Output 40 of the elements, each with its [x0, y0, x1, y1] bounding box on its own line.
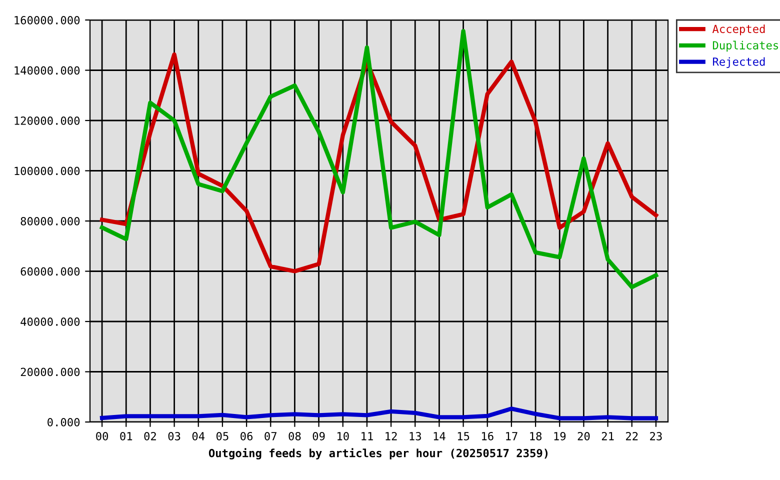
x-tick-label: 00: [96, 432, 108, 440]
x-tick-label: 12: [386, 432, 397, 440]
legend-label: Accepted: [712, 24, 765, 36]
y-tick-label: 40000.000: [20, 318, 80, 326]
x-tick-label: 16: [482, 432, 494, 440]
x-tick-label: 02: [144, 432, 156, 440]
x-tick-label: 01: [120, 432, 132, 440]
y-tick-label: 100000.000: [14, 166, 80, 176]
legend-label: Rejected: [713, 57, 765, 68]
x-tick-label: 23: [650, 432, 662, 440]
x-tick-label: 09: [312, 432, 325, 440]
x-axis-title: Outgoing feeds by articles per hour (20250517 2359): [208, 448, 548, 460]
x-tick-label: 22: [626, 432, 638, 440]
x-tick-label: 08: [288, 432, 301, 440]
x-tick-label: 04: [192, 432, 205, 440]
x-tick-label: 20: [578, 432, 590, 440]
y-tick-label: 20000.000: [20, 368, 80, 376]
x-tick-label: 05: [216, 432, 228, 440]
x-tick-label: 21: [602, 432, 614, 440]
x-tick-label: 11: [362, 432, 373, 440]
x-tick-label: 10: [338, 432, 349, 440]
legend-label: Duplicates: [712, 40, 778, 52]
y-tick-label: 160000.000: [14, 16, 80, 24]
line-series: [100, 52, 658, 274]
x-tick-label: 14: [434, 432, 446, 440]
x-tick-label: 03: [168, 432, 180, 440]
y-tick-label: 0.000: [48, 418, 80, 426]
x-tick-label: 19: [554, 432, 566, 440]
line-series: [100, 406, 658, 420]
x-tick-label: 13: [410, 432, 421, 440]
y-tick-label: 60000.000: [20, 267, 80, 276]
x-tick-label: 18: [530, 432, 542, 440]
x-tick-label: 06: [240, 432, 253, 440]
line-series: [100, 28, 658, 290]
y-tick-label: 80000.000: [20, 217, 80, 226]
y-tick-label: 120000.000: [14, 116, 80, 125]
y-tick-label: 140000.000: [14, 66, 80, 75]
x-tick-label: 07: [264, 432, 276, 440]
x-tick-label: 15: [458, 432, 470, 440]
x-tick-label: 17: [506, 432, 518, 440]
